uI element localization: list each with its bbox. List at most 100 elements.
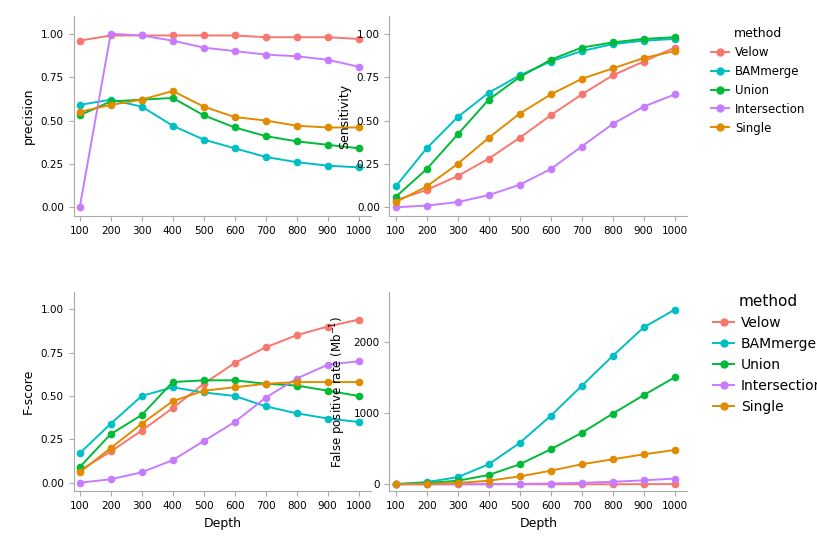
BAMmerge	[546, 413, 556, 419]
Line: BAMmerge: BAMmerge	[392, 36, 678, 189]
Intersection	[608, 121, 618, 127]
Velow	[391, 481, 400, 488]
Single	[354, 379, 364, 385]
Single	[546, 91, 556, 98]
BAMmerge	[323, 162, 333, 169]
BAMmerge	[75, 102, 85, 108]
Intersection	[75, 479, 85, 486]
Velow	[167, 405, 177, 411]
Line: Velow: Velow	[77, 317, 362, 474]
Union	[261, 381, 270, 387]
Line: Single: Single	[77, 379, 362, 476]
Velow	[323, 34, 333, 40]
Single	[167, 88, 177, 94]
Line: Velow: Velow	[77, 32, 362, 44]
Velow	[546, 112, 556, 118]
Single	[670, 447, 680, 453]
Union	[75, 464, 85, 470]
Union	[608, 39, 618, 46]
Line: BAMmerge: BAMmerge	[392, 306, 678, 487]
Velow	[670, 481, 680, 488]
Union	[106, 98, 116, 105]
Single	[354, 124, 364, 130]
Legend: Velow, BAMmerge, Union, Intersection, Single: Velow, BAMmerge, Union, Intersection, Si…	[708, 289, 817, 420]
Single	[422, 480, 431, 487]
Union	[577, 44, 587, 51]
Union	[136, 412, 146, 418]
BAMmerge	[106, 97, 116, 103]
Line: Single: Single	[392, 447, 678, 488]
Velow	[391, 197, 400, 204]
BAMmerge	[261, 403, 270, 410]
Line: Intersection: Intersection	[77, 358, 362, 486]
Union	[391, 194, 400, 200]
Single	[608, 456, 618, 462]
BAMmerge	[577, 383, 587, 389]
Intersection	[261, 51, 270, 58]
Y-axis label: precision: precision	[22, 88, 35, 145]
Union	[292, 138, 301, 145]
Single	[639, 451, 649, 458]
Intersection	[515, 480, 525, 487]
BAMmerge	[106, 420, 116, 427]
BAMmerge	[515, 440, 525, 446]
Intersection	[292, 53, 301, 60]
Intersection	[422, 481, 431, 488]
Union	[453, 477, 462, 484]
Single	[230, 114, 239, 120]
Line: Union: Union	[392, 34, 678, 200]
Velow	[261, 344, 270, 351]
BAMmerge	[167, 384, 177, 390]
BAMmerge	[136, 103, 146, 110]
Single	[577, 461, 587, 467]
BAMmerge	[230, 393, 239, 399]
Velow	[75, 467, 85, 474]
BAMmerge	[354, 164, 364, 171]
Intersection	[577, 143, 587, 150]
Intersection	[484, 481, 493, 488]
Union	[167, 379, 177, 385]
Single	[484, 477, 493, 484]
Union	[354, 145, 364, 152]
Velow	[453, 481, 462, 488]
Single	[199, 103, 208, 110]
Y-axis label: False positive rate (Mb$^{-1}$): False positive rate (Mb$^{-1}$)	[328, 316, 348, 468]
Intersection	[391, 204, 400, 211]
BAMmerge	[453, 114, 462, 120]
Union	[354, 393, 364, 399]
Intersection	[261, 394, 270, 401]
BAMmerge	[261, 153, 270, 160]
X-axis label: Depth: Depth	[203, 517, 241, 530]
Intersection	[670, 91, 680, 98]
BAMmerge	[391, 480, 400, 487]
Union	[230, 377, 239, 384]
Line: Single: Single	[392, 48, 678, 205]
Union	[292, 382, 301, 389]
Single	[670, 48, 680, 55]
Union	[546, 446, 556, 453]
Velow	[354, 35, 364, 42]
Velow	[136, 32, 146, 39]
Intersection	[422, 202, 431, 209]
Velow	[136, 428, 146, 434]
BAMmerge	[546, 58, 556, 65]
Single	[391, 481, 400, 488]
Velow	[354, 316, 364, 323]
Line: Union: Union	[77, 95, 362, 151]
Y-axis label: F-score: F-score	[22, 369, 35, 414]
BAMmerge	[136, 393, 146, 399]
Intersection	[453, 481, 462, 488]
Union	[230, 124, 239, 130]
BAMmerge	[515, 72, 525, 79]
BAMmerge	[608, 41, 618, 48]
Union	[323, 141, 333, 148]
Line: BAMmerge: BAMmerge	[77, 384, 362, 456]
BAMmerge	[292, 410, 301, 417]
Intersection	[136, 469, 146, 476]
Intersection	[136, 32, 146, 39]
Union	[515, 461, 525, 467]
Line: Velow: Velow	[392, 44, 678, 204]
Intersection	[639, 103, 649, 110]
Union	[453, 131, 462, 138]
Velow	[515, 135, 525, 141]
